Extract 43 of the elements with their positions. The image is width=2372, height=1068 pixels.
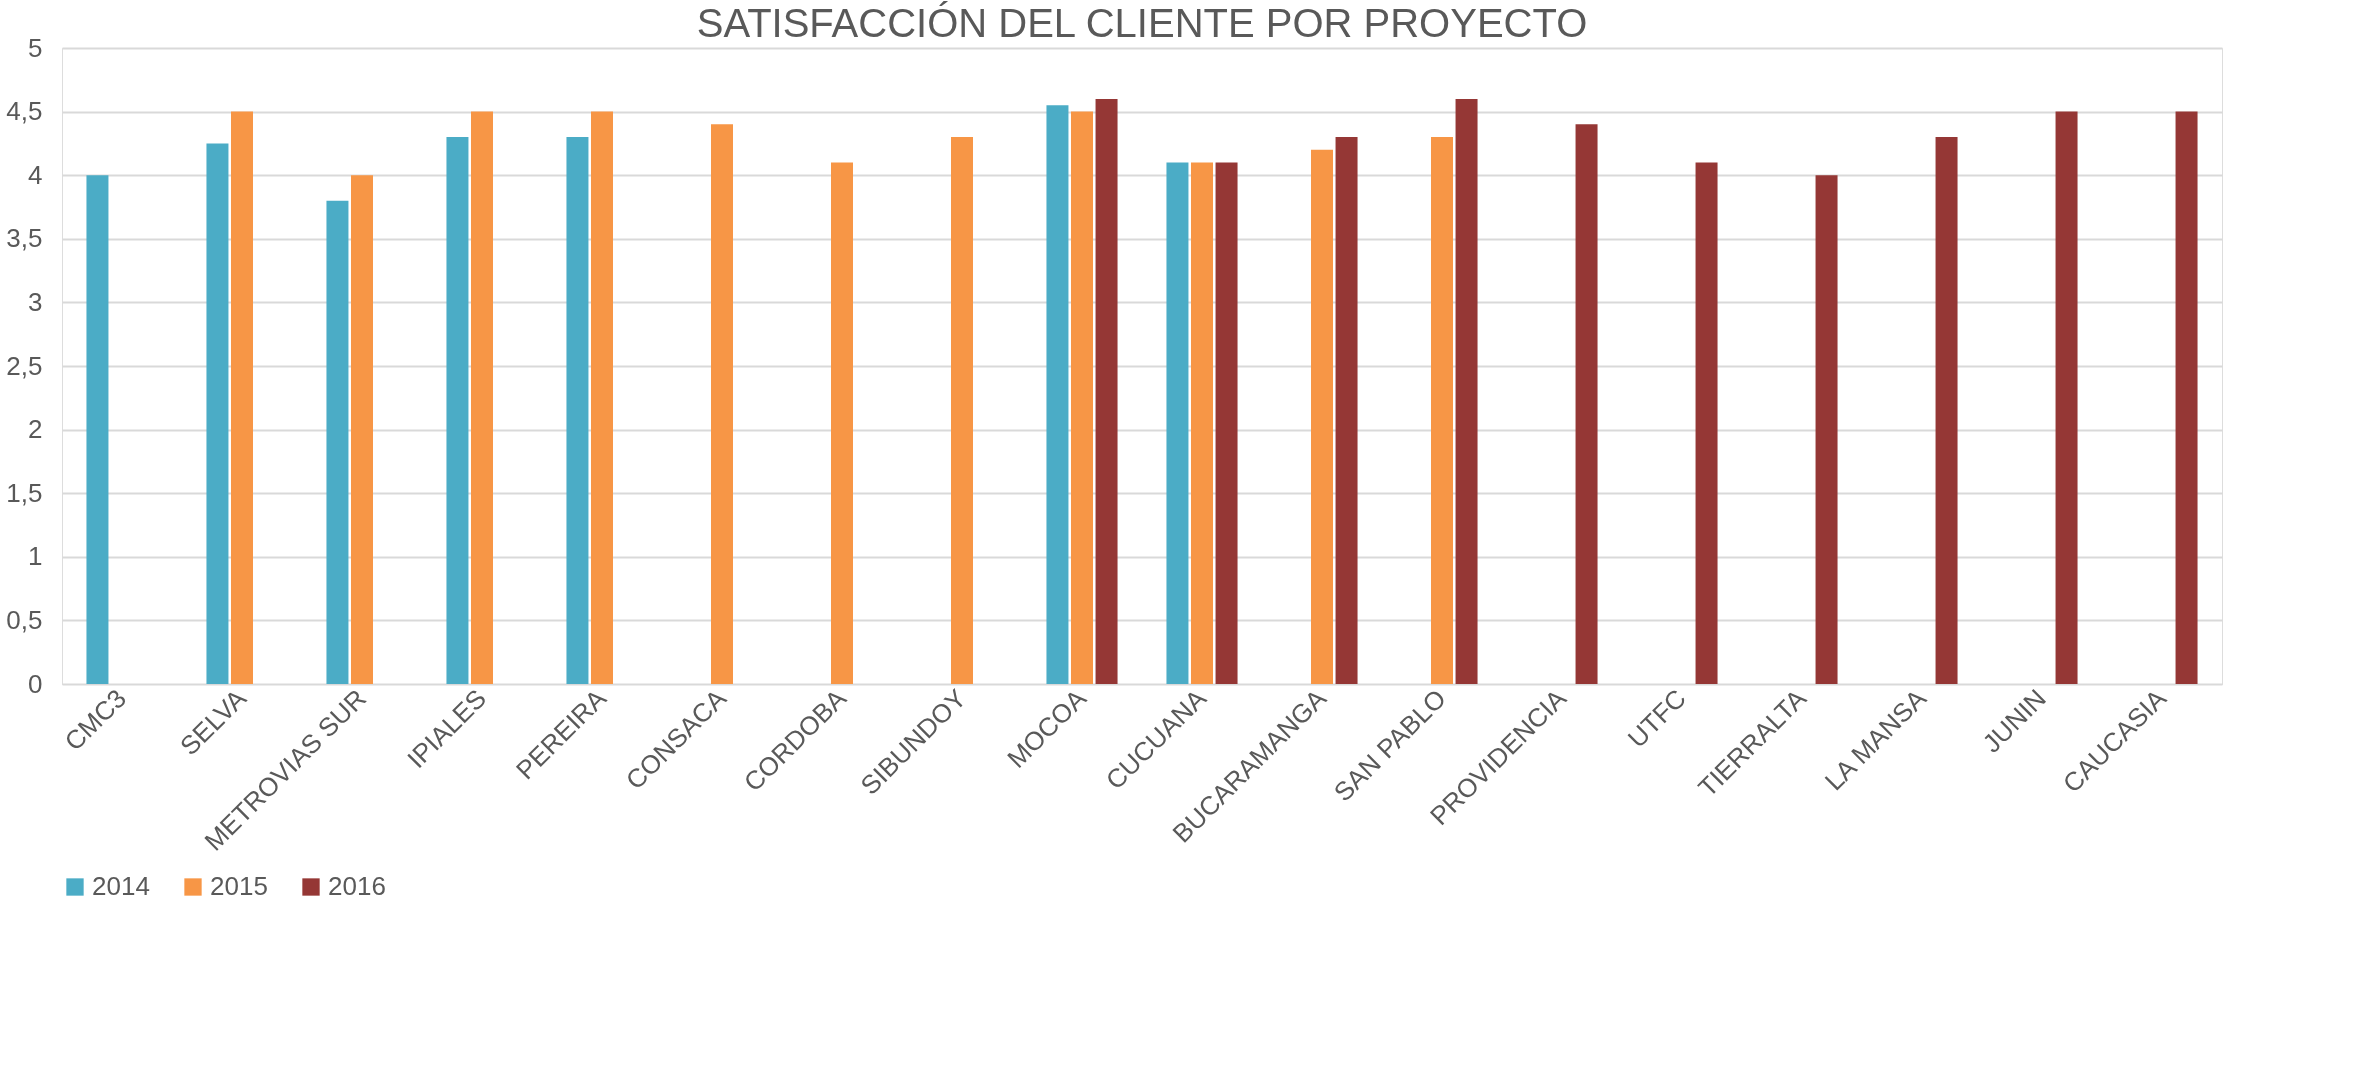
bar [1815,175,1838,684]
bar [566,137,589,684]
bar [1455,98,1478,684]
bar [2055,111,2078,684]
y-tick-label: 4 [28,159,43,190]
bar [831,162,853,684]
bar [951,137,973,684]
bar [1191,162,1213,684]
bar [1335,137,1358,684]
y-tick-label: 3 [28,286,43,317]
y-tick-label: 1,5 [6,477,43,508]
bar [1071,111,1093,684]
y-tick-label: 0,5 [6,604,43,635]
bar [471,111,493,684]
bar [446,137,469,684]
y-tick-label: 4,5 [6,96,43,127]
bar [1046,105,1069,684]
y-tick-label: 5 [28,32,43,63]
y-tick-label: 1 [28,541,43,572]
chart-title: SATISFACCIÓN DEL CLIENTE POR PROYECTO [696,1,1588,45]
bar [1311,149,1333,684]
bar [1215,162,1238,684]
bar [326,200,349,684]
legend-label: 2014 [92,871,150,901]
bar [711,124,733,684]
y-tick-label: 0 [28,668,43,699]
bar [1935,137,1958,684]
bar [351,175,373,684]
bar [206,143,229,684]
bar [1431,137,1453,684]
bar [1166,162,1189,684]
bar [2175,111,2198,684]
y-tick-label: 2 [28,414,43,445]
legend-label: 2016 [328,871,386,901]
y-tick-label: 3,5 [6,223,43,254]
bar [231,111,253,684]
bar [591,111,613,684]
bar [1695,162,1718,684]
bar [1095,98,1118,684]
legend-label: 2015 [210,871,268,901]
bar [86,175,109,684]
y-tick-label: 2,5 [6,350,43,381]
bar [1575,124,1598,684]
